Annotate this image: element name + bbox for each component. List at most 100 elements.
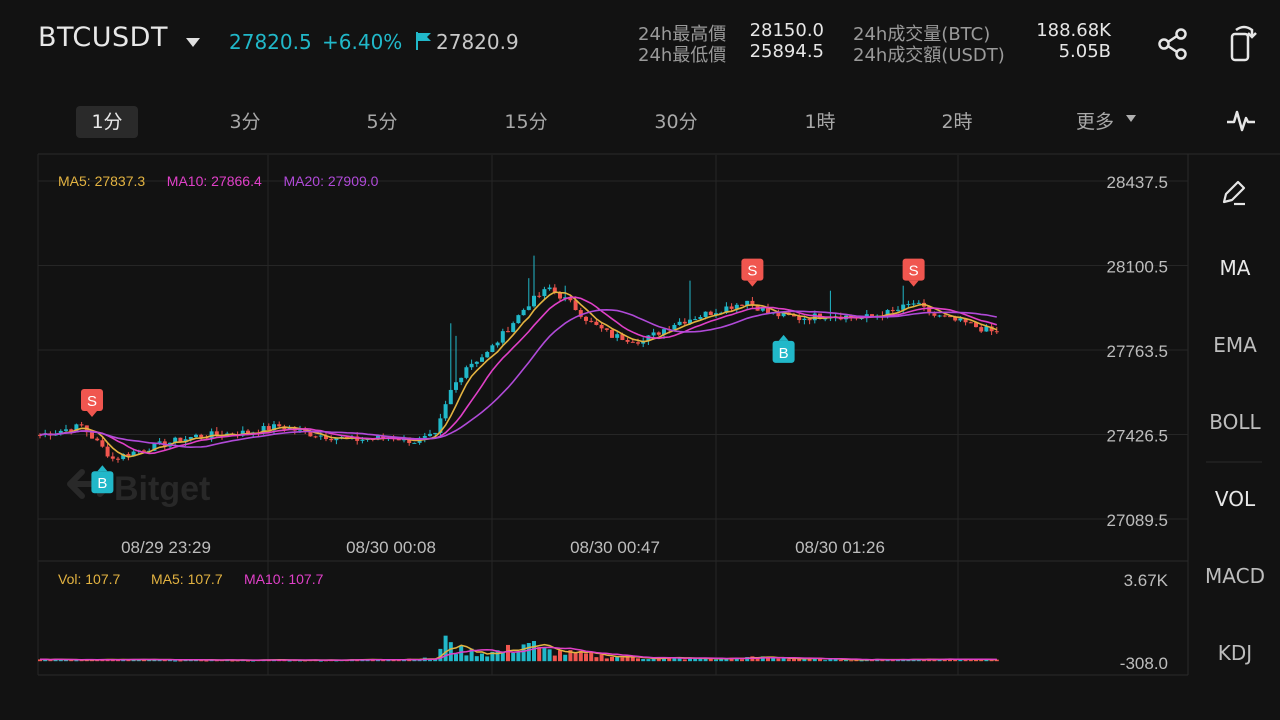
volume-bar <box>225 659 230 662</box>
candle-body <box>646 335 651 341</box>
volume-bar <box>760 656 765 662</box>
volume-bar <box>334 660 339 662</box>
candle-body <box>298 429 302 431</box>
tab-2h[interactable]: 2時 <box>941 111 973 133</box>
volume-bar <box>298 660 302 662</box>
volume-bar <box>885 660 890 662</box>
candle-body <box>667 329 672 331</box>
volume-bar <box>662 657 666 662</box>
candle-body <box>84 425 89 433</box>
time-tick-label: 08/29 23:29 <box>121 538 211 557</box>
volume-bar <box>194 659 198 662</box>
candle-body <box>381 435 386 439</box>
volume-bar <box>911 659 916 662</box>
volume-bar <box>360 659 365 662</box>
indicator-vol[interactable]: VOL <box>1214 487 1256 511</box>
indicator-macd[interactable]: MACD <box>1205 564 1265 588</box>
volume-bar <box>188 659 193 662</box>
candle-body <box>43 433 48 435</box>
candle-body <box>636 342 640 344</box>
candle-body <box>703 311 708 317</box>
candle-body <box>651 332 656 336</box>
sell-marker: S <box>902 258 925 287</box>
candle-body <box>448 389 453 405</box>
rotate-screen-icon[interactable] <box>1226 22 1260 62</box>
indicator-wave-icon[interactable] <box>1226 106 1256 134</box>
tab-1h[interactable]: 1時 <box>804 111 836 133</box>
ma-lines <box>39 291 998 458</box>
volume-bar <box>584 653 588 662</box>
candle-body <box>885 310 890 317</box>
candle-body <box>838 316 843 320</box>
candle-body <box>121 454 126 460</box>
candle-body <box>188 437 193 440</box>
symbol-selector[interactable]: BTCUSDT <box>38 22 168 53</box>
volume-bar <box>95 660 100 662</box>
candle-body <box>854 317 859 319</box>
volume-bar <box>766 657 770 662</box>
indicator-boll[interactable]: BOLL <box>1209 410 1261 434</box>
volume-bar <box>162 659 167 662</box>
candle-body <box>303 429 308 432</box>
candle-body <box>485 351 490 358</box>
volume-bar <box>630 657 635 662</box>
price-tick-label: 28437.5 <box>1107 173 1168 192</box>
stat-value-turnover: 5.05B <box>1058 41 1111 62</box>
tab-15m[interactable]: 15分 <box>504 111 548 133</box>
tab-5m[interactable]: 5分 <box>366 111 398 133</box>
volume-bar <box>958 659 963 662</box>
candle-body <box>989 326 994 332</box>
candle-body <box>958 318 963 321</box>
volume-bar <box>698 657 703 662</box>
volume-bar <box>750 656 755 662</box>
candle-body <box>292 427 297 431</box>
volume-bar <box>422 657 427 662</box>
volume-bar <box>937 659 942 662</box>
candle-body <box>901 304 906 310</box>
candle-body <box>131 451 136 457</box>
volume-bar <box>719 657 724 662</box>
indicator-kdj[interactable]: KDJ <box>1217 641 1253 665</box>
volume-bar <box>833 658 838 662</box>
candle-body <box>407 437 412 443</box>
volume-bar <box>740 659 744 662</box>
indicator-ema[interactable]: EMA <box>1213 333 1257 357</box>
legend-item: Vol: 107.7 <box>58 571 120 587</box>
volume-bar <box>79 660 84 662</box>
sell-marker: S <box>81 389 103 418</box>
change-percent: +6.40% <box>322 30 403 54</box>
stat-label-volume: 24h成交量(BTC) <box>853 24 991 45</box>
candle-body <box>828 316 833 319</box>
volume-ma-lines <box>39 643 997 662</box>
tab-3m[interactable]: 3分 <box>229 111 261 133</box>
candle-body <box>157 441 162 443</box>
volume-bar <box>994 659 999 662</box>
volume-bar <box>110 659 115 662</box>
stat-value-high: 28150.0 <box>749 20 824 41</box>
indicator-ma[interactable]: MA <box>1219 256 1251 280</box>
candle-body <box>516 315 521 324</box>
volume-bar <box>511 652 516 662</box>
candle-body <box>797 316 802 321</box>
draw-tool-icon[interactable] <box>1218 178 1250 208</box>
candle-body <box>963 318 968 323</box>
candle-body <box>740 304 744 306</box>
candle-body <box>948 316 952 318</box>
candle-body <box>807 318 812 321</box>
candle-body <box>396 439 401 441</box>
volume-bar <box>303 660 308 662</box>
tab-1m[interactable]: 1分 <box>76 106 138 138</box>
tab-more[interactable]: 更多 <box>1075 111 1114 133</box>
volume-bar <box>599 654 604 662</box>
candle-body <box>287 427 292 430</box>
chevron-down-icon[interactable] <box>186 38 200 47</box>
volume-bar <box>610 656 614 662</box>
share-icon[interactable] <box>1155 26 1191 62</box>
volume-bar <box>386 660 391 662</box>
volume-bar <box>459 645 464 662</box>
volume-bar <box>672 657 677 662</box>
candle-body <box>672 324 677 330</box>
caret-down-icon[interactable] <box>1126 115 1136 122</box>
tab-30m[interactable]: 30分 <box>654 111 698 133</box>
volume-bar <box>573 652 578 662</box>
